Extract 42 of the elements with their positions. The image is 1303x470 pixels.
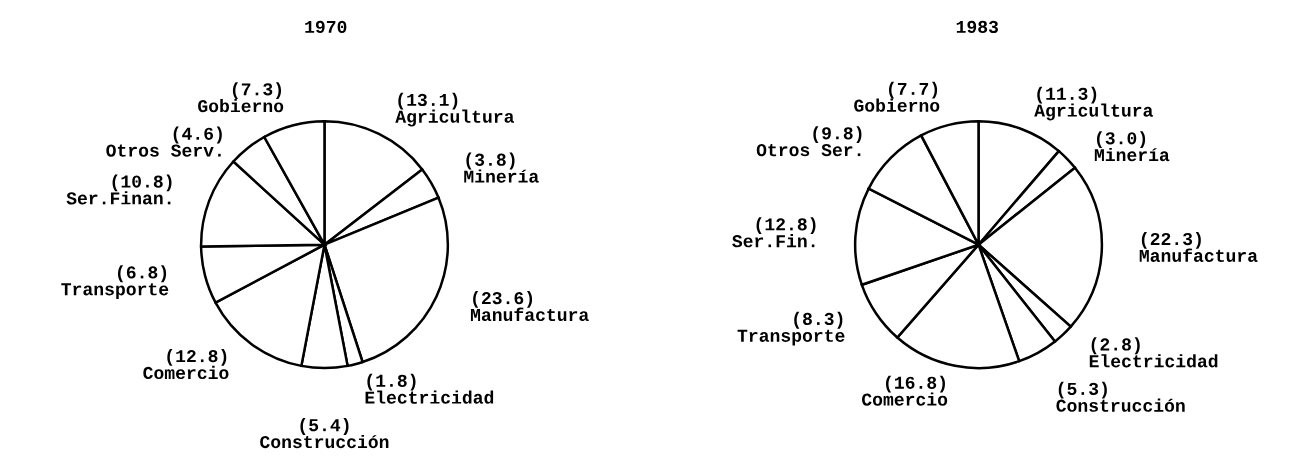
slice-label: Otros Serv. [106, 144, 221, 157]
slice-label: Ser.Finan. [66, 191, 171, 205]
slice-label: Construcción [260, 434, 389, 449]
slice-label: Agricultura [1034, 103, 1153, 121]
data-label: (2.8) [1091, 337, 1140, 355]
slice-label: Agricultura [395, 109, 515, 127]
data-label: (1.8) [367, 373, 416, 391]
data-label: (16.8) [886, 375, 945, 393]
data-label: (4.6) [173, 126, 222, 144]
slice-label: Minería [464, 169, 539, 183]
data-label: (12.8) [756, 217, 816, 235]
slice-label: Gobierno [198, 99, 284, 113]
data-label: (22.3) [1141, 231, 1201, 249]
slice-label: Transporte [61, 283, 169, 299]
data-label: (13.1) [398, 92, 458, 110]
slice-label: Electricidad [1089, 354, 1218, 368]
data-label: (7.3) [232, 82, 282, 100]
slice-label: Comercio [143, 365, 229, 380]
slice-label: Electricidad [365, 390, 494, 404]
chart-title: 1983 [956, 20, 998, 34]
data-label: (10.8) [112, 174, 172, 192]
slice-label: Construcción [1056, 398, 1185, 412]
slice-label: Comercio [862, 392, 948, 406]
data-label: (3.0) [1096, 131, 1146, 148]
slice-label: Otros Ser. [756, 143, 861, 157]
slice-label: Minería [1094, 147, 1170, 162]
data-label: (7.7) [888, 81, 938, 99]
data-label: (3.8) [466, 152, 515, 170]
data-label: (11.3) [1037, 86, 1097, 104]
slice-label: Transporte [737, 329, 845, 346]
slice-label: Ser.Fin. [732, 234, 815, 248]
chart-title: 1970 [305, 20, 347, 34]
data-label: (12.8) [167, 349, 227, 366]
slice-label: Manufactura [1139, 248, 1258, 262]
data-label: (9.8) [813, 126, 862, 143]
data-label: (5.3) [1058, 381, 1107, 399]
slice-label: Gobierno [854, 98, 940, 112]
data-label: (6.8) [117, 265, 167, 283]
data-label: (5.4) [300, 418, 349, 435]
data-label: (23.6) [473, 291, 533, 308]
data-label: (8.3) [794, 311, 843, 329]
slice-label: Manufactura [470, 307, 589, 322]
